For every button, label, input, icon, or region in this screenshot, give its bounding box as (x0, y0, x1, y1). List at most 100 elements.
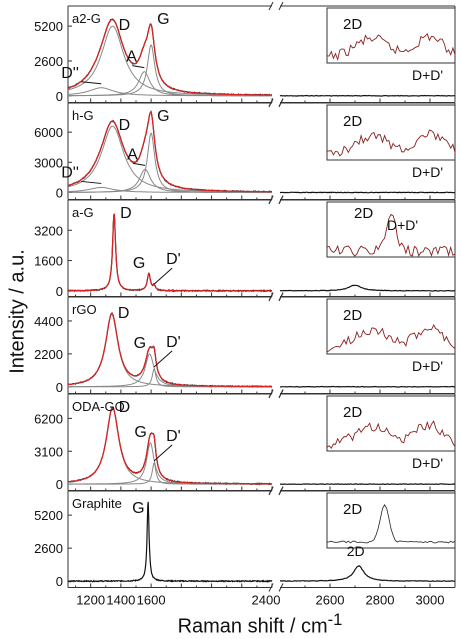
inset-label: D+D' (412, 67, 443, 83)
annotation-arrow (132, 65, 145, 69)
x-tick-label: 1600 (137, 593, 166, 608)
peak-label: A (126, 49, 137, 66)
inset-label: 2D (343, 307, 362, 324)
inset-fit (326, 420, 456, 449)
axis-break-mark (268, 292, 274, 302)
spectrum-line-right (280, 191, 456, 194)
x-tick-label: 2600 (316, 593, 345, 608)
y-tick-label: 0 (56, 574, 63, 589)
annotation-arrow (153, 267, 173, 285)
axis-break-mark (278, 486, 284, 496)
y-tick-label: 5200 (34, 508, 63, 523)
peak-label: D (119, 117, 131, 134)
peak-label: D (118, 305, 130, 322)
peak-label: G (132, 500, 144, 517)
spectrum-line-right (279, 385, 456, 388)
y-tick-label: 2600 (34, 541, 63, 556)
spectrum-line-right (279, 94, 456, 97)
x-tick-label: 1200 (76, 593, 105, 608)
fit-line (67, 18, 272, 96)
peak-label: G (157, 11, 169, 28)
spectrum-line-right (280, 483, 456, 486)
axis-break-mark (278, 98, 284, 108)
peak-label: D' (166, 334, 181, 351)
x-tick-label: 3000 (416, 593, 445, 608)
inset-fit (326, 213, 456, 257)
fit-line (68, 312, 272, 388)
fit-component-line (67, 125, 272, 193)
annotation-arrow (153, 444, 173, 462)
inset-label: 2D (343, 16, 362, 33)
fit-component-line (67, 25, 272, 96)
peak-label: G (133, 255, 145, 272)
axis-break-mark (268, 389, 274, 399)
inset-label: 2D (343, 501, 362, 518)
inset-box (326, 492, 456, 549)
y-tick-label: 3200 (34, 223, 63, 238)
panel-title: a-G (72, 205, 94, 220)
y-tick-label: 4400 (34, 314, 63, 329)
spectrum-line (67, 501, 273, 583)
inset-fit (326, 324, 456, 353)
y-tick-label: 3000 (34, 155, 63, 170)
fit-line (68, 213, 272, 292)
peak-label: D' (166, 251, 181, 268)
annotation-arrow (153, 350, 173, 368)
peak-label: G (157, 108, 169, 125)
inset-fit (326, 129, 456, 157)
peak-label: D'' (61, 164, 79, 181)
inset-label: D+D' (387, 217, 418, 233)
axis-break-mark (278, 389, 284, 399)
spectrum-line (67, 18, 272, 97)
y-tick-label: 2200 (34, 347, 63, 362)
inset-fit (326, 33, 456, 61)
peak-label: G (134, 335, 146, 352)
annotation-arrow (81, 81, 102, 85)
inset-label: D+D' (412, 455, 443, 471)
peak-label: 2D (347, 543, 365, 559)
axis-break-mark (268, 98, 274, 108)
axis-break-mark (268, 195, 274, 205)
panel-title: rGO (72, 302, 97, 317)
y-tick-label: 3100 (34, 444, 63, 459)
peak-label: D' (166, 428, 181, 445)
fit-component-line (68, 132, 272, 193)
inset-label: 2D (354, 205, 373, 222)
x-axis-label-unit-exponent: -1 (327, 610, 343, 629)
panel-title: Graphite (72, 496, 122, 511)
y-tick-label: 0 (56, 284, 63, 299)
fit-component-line (68, 442, 272, 485)
fit-line (67, 406, 272, 485)
inset-label: D+D' (412, 358, 443, 374)
y-tick-label: 0 (56, 185, 63, 200)
y-tick-label: 0 (56, 380, 63, 395)
fit-line (67, 111, 272, 193)
fit-component-line (67, 407, 272, 485)
inset-spectrum (326, 503, 456, 544)
inset-label: D+D' (412, 164, 443, 180)
y-tick-label: 2600 (34, 54, 63, 69)
y-tick-label: 6200 (34, 411, 63, 426)
axis-break-mark (278, 583, 284, 592)
y-tick-label: 1600 (34, 254, 63, 269)
axis-break-mark (278, 195, 284, 205)
annotation-arrow (132, 162, 146, 166)
inset-box (326, 201, 456, 258)
x-tick-label: 1400 (106, 593, 135, 608)
y-tick-label: 5200 (34, 19, 63, 34)
panel-title: a2-G (72, 11, 101, 26)
fit-component-line (68, 44, 272, 97)
peak-label: D (119, 17, 131, 34)
peak-label: A (127, 146, 138, 163)
annotation-arrow (81, 180, 102, 184)
fit-component-line (68, 353, 272, 388)
spectrum-line (67, 406, 273, 486)
axis-break-mark (278, 1, 284, 11)
x-tick-label: 2400 (252, 593, 281, 608)
x-tick-label: 2800 (366, 593, 395, 608)
y-tick-label: 6000 (34, 125, 63, 140)
axis-break-mark (278, 292, 284, 302)
inset-box (326, 395, 456, 452)
inset-box (326, 298, 456, 355)
